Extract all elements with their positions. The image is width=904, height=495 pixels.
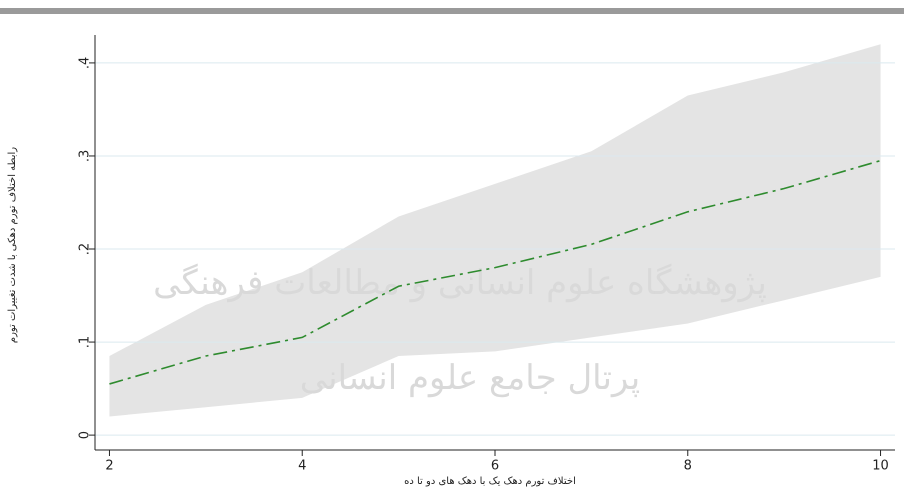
x-tick-label: 2 bbox=[105, 459, 113, 474]
x-tick-label: 10 bbox=[872, 459, 889, 474]
x-tick-label: 8 bbox=[684, 459, 692, 474]
x-axis-label: اختلاف تورم دهک یک با دهک های دو تا ده bbox=[404, 476, 576, 487]
line bbox=[109, 159, 881, 385]
top-bar bbox=[0, 8, 904, 14]
y-tick-label: 0 bbox=[78, 431, 93, 439]
watermark: پژوهشگاه علوم انسانی و مطالعات فرهنگی bbox=[153, 263, 767, 303]
y-tick-label: .2 bbox=[78, 243, 93, 255]
x-tick-label: 4 bbox=[298, 459, 306, 474]
y-tick-label: .4 bbox=[78, 57, 93, 69]
x-tick-label: 6 bbox=[491, 459, 499, 474]
y-tick-label: .1 bbox=[78, 336, 93, 348]
watermark: پرتال جامع علوم انسانی bbox=[300, 358, 640, 398]
y-tick-label: .3 bbox=[78, 150, 93, 162]
y-axis-label: رابطه اختلاف تورم دهکی با شدت تغییرات تو… bbox=[7, 147, 18, 343]
confidence-band bbox=[109, 44, 881, 417]
